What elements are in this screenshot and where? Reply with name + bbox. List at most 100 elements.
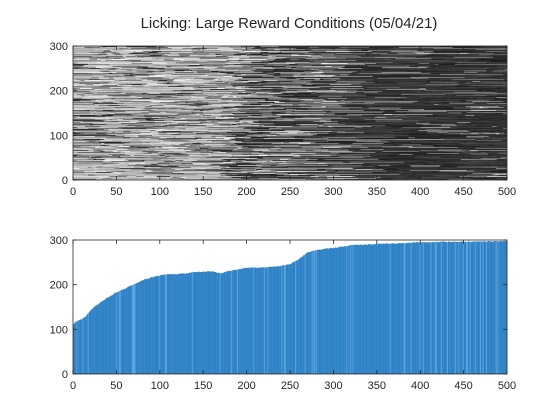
heatmap-cell xyxy=(73,131,93,132)
heatmap-cell xyxy=(124,103,161,104)
heatmap-cell xyxy=(235,139,273,141)
heatmap-cell xyxy=(221,79,236,81)
heatmap-cell xyxy=(430,102,450,104)
heatmap-cell xyxy=(343,161,351,163)
heatmap-cell xyxy=(73,62,76,64)
heatmap-cell xyxy=(120,117,125,119)
heatmap-cell xyxy=(103,150,119,151)
heatmap-cell xyxy=(73,85,104,86)
heatmap-cell xyxy=(294,117,322,119)
heatmap-cell xyxy=(73,71,100,72)
heatmap-cell xyxy=(259,117,291,119)
heatmap-cell xyxy=(349,73,361,75)
heatmap-cell xyxy=(196,159,231,161)
heatmap-cell xyxy=(269,75,281,77)
heatmap-cell xyxy=(333,161,344,163)
heatmap-cell xyxy=(73,172,86,174)
heatmap-cell xyxy=(421,109,471,111)
heatmap-cell xyxy=(484,137,507,138)
heatmap-cell xyxy=(164,152,187,154)
heatmap-cell xyxy=(240,63,269,65)
heatmap-cell xyxy=(234,111,272,113)
heatmap-cell xyxy=(266,81,303,83)
heatmap-cell xyxy=(322,157,364,158)
heatmap-cell xyxy=(73,125,91,126)
heatmap-cell xyxy=(327,128,355,130)
heatmap-cell xyxy=(504,79,507,81)
heatmap-cell xyxy=(106,148,128,150)
heatmap-cell xyxy=(192,171,206,172)
heatmap-cell xyxy=(155,156,166,157)
heatmap-cell xyxy=(127,65,140,66)
heatmap-cell xyxy=(230,140,242,142)
heatmap-cell xyxy=(249,157,256,159)
heatmap-cell xyxy=(315,71,361,73)
heatmap-cell xyxy=(219,157,250,159)
heatmap-cell xyxy=(501,121,507,122)
heatmap-cell xyxy=(335,135,363,136)
heatmap-cell xyxy=(194,75,224,77)
heatmap-cell xyxy=(92,98,105,99)
heatmap-cell xyxy=(466,158,482,159)
heatmap-cell xyxy=(274,94,329,95)
heatmap-cell xyxy=(343,156,391,158)
heatmap-cell xyxy=(106,171,125,172)
heatmap-cell xyxy=(198,168,222,169)
heatmap-cell xyxy=(410,123,416,125)
heatmap-cell xyxy=(235,75,250,76)
heatmap-cell xyxy=(185,101,209,103)
heatmap-cell xyxy=(235,87,247,89)
heatmap-cell xyxy=(211,136,217,137)
heatmap-cell xyxy=(306,83,323,85)
heatmap-cell xyxy=(218,79,222,81)
heatmap-cell xyxy=(221,144,231,146)
heatmap-cell xyxy=(174,169,184,170)
heatmap-cell xyxy=(295,78,340,79)
heatmap-cell xyxy=(197,67,206,69)
heatmap-cell xyxy=(73,146,81,148)
heatmap-cell xyxy=(349,85,356,86)
heatmap-cell xyxy=(229,84,233,86)
heatmap-cell xyxy=(179,142,187,144)
heatmap-cell xyxy=(362,167,383,168)
heatmap-cell xyxy=(256,166,287,167)
heatmap-cell xyxy=(218,88,254,90)
heatmap-cell xyxy=(438,155,493,157)
heatmap-cell xyxy=(237,147,248,148)
heatmap-cell xyxy=(162,147,180,148)
heatmap-cell xyxy=(79,69,86,70)
heatmap-cell xyxy=(193,103,229,104)
heatmap-cell xyxy=(171,134,206,136)
heatmap-cell xyxy=(73,163,91,165)
heatmap-cell xyxy=(185,144,222,146)
heatmap-cell xyxy=(342,158,378,160)
heatmap-cell xyxy=(439,68,455,70)
heatmap-cell xyxy=(95,119,109,120)
heatmap-cell xyxy=(125,129,149,130)
heatmap-cell xyxy=(463,128,478,130)
heatmap-cell xyxy=(371,150,383,152)
heatmap-cell xyxy=(136,177,174,178)
heatmap-cell xyxy=(271,64,298,65)
heatmap-cell xyxy=(111,158,131,160)
heatmap-cell xyxy=(486,70,493,72)
heatmap-cell xyxy=(382,91,422,92)
heatmap-cell xyxy=(242,77,273,78)
heatmap-cell xyxy=(363,104,373,106)
heatmap-cell xyxy=(226,103,251,105)
heatmap-cell xyxy=(490,140,507,141)
heatmap-cell xyxy=(462,167,507,169)
heatmap-cell xyxy=(499,77,507,78)
heatmap-cell xyxy=(174,168,205,170)
heatmap-cell xyxy=(303,129,329,131)
heatmap-cell xyxy=(435,167,441,168)
heatmap-cell xyxy=(113,77,142,79)
heatmap-cell xyxy=(102,179,115,180)
heatmap-cell xyxy=(100,138,107,139)
heatmap-cell xyxy=(238,124,276,125)
heatmap-cell xyxy=(328,149,357,151)
heatmap-cell xyxy=(314,177,359,179)
heatmap-cell xyxy=(331,121,367,123)
heatmap-cell xyxy=(165,156,171,157)
heatmap-cell xyxy=(248,156,270,157)
